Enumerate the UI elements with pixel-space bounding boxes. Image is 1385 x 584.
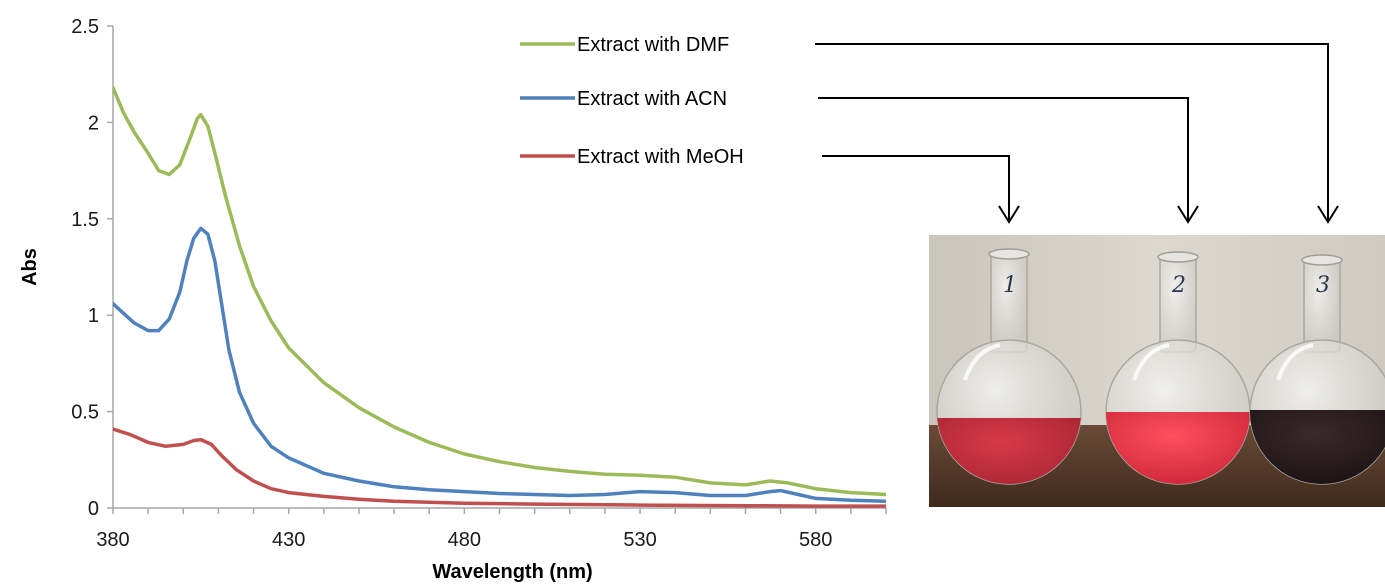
y-tick-label: 1.5 [71,209,99,231]
axes: 0 0.5 1 1.5 2 2.5 380 430 480 530 580 Wavelength (n… [19,16,887,583]
connector-meoh [822,155,1010,222]
legend: Extract with DMF Extract with ACN Extract … [520,34,744,168]
flask-1-label: 1 [1003,273,1017,298]
arrowhead-acn [1177,205,1199,224]
series-line-1 [113,226,886,504]
legend-label-0: Extract with DMF [577,34,729,56]
flask-photo: 1 2 3 [929,235,1385,507]
x-tick-label: 380 [96,529,129,551]
flask-2: 2 [1105,251,1251,485]
y-tick-label: 1 [88,305,99,327]
series-line-0 [113,85,886,497]
legend-connectors [815,43,1339,224]
y-tick-label: 0 [88,498,99,520]
flask-3: 3 [1249,254,1385,485]
x-tick-label: 480 [448,529,481,551]
arrowhead-dmf [1317,205,1339,224]
flask-2-label: 2 [1171,273,1186,298]
connector-dmf [815,43,1329,222]
x-tick-label: 430 [272,529,305,551]
arrowhead-meoh [998,205,1020,224]
x-tick-label: 530 [623,529,656,551]
y-tick-label: 0.5 [71,402,99,424]
x-axis-title: Wavelength (nm) [432,561,592,583]
series-line-2 [113,427,886,508]
y-tick-label: 2.5 [71,16,99,38]
x-tick-label: 580 [799,529,832,551]
flask-3-label: 3 [1316,273,1330,298]
connector-acn [818,97,1189,222]
y-axis-title: Abs [19,248,41,286]
y-tick-label: 2 [88,112,99,134]
legend-label-1: Extract with ACN [577,88,727,110]
series-layer [113,85,886,508]
legend-label-2: Extract with MeOH [577,146,744,168]
